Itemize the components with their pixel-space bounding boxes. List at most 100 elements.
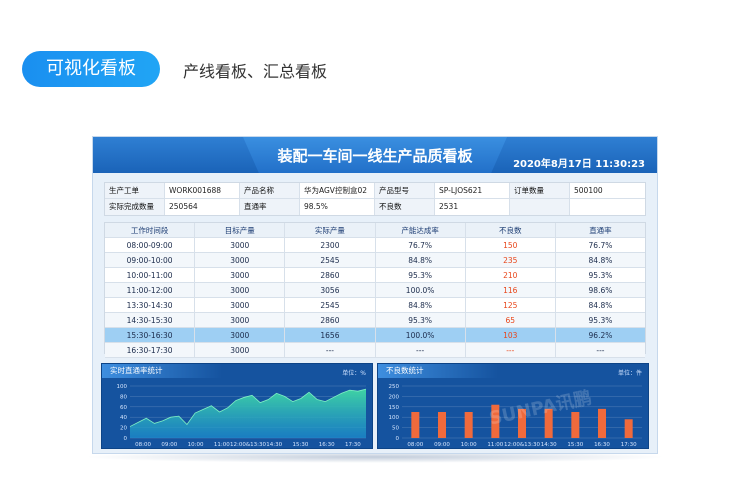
table-cell: 76.7%	[588, 241, 613, 250]
pass-rate-chart: 0 20 40 60 80 100 08:00 09:00 10:00 11:00 12:00&13…	[117, 384, 367, 448]
info-value: 500100	[574, 186, 603, 195]
table-row: 09:00-10:00 3000 2545 84.8% 235 84.8%	[105, 253, 645, 268]
info-label: 不良数	[375, 199, 435, 215]
table-row: 14:30-15:30 3000 2860 95.3% 65 95.3%	[105, 313, 645, 328]
defect-bar	[624, 419, 633, 438]
table-cell: 3000	[195, 298, 286, 312]
column-header: 工作时间段	[105, 223, 196, 237]
x-tick-label: 16:30	[319, 442, 335, 448]
table-cell: 2860	[285, 268, 376, 282]
table-cell: 2545	[285, 253, 376, 267]
table-cell: 14:30-15:30	[105, 313, 196, 327]
table-cell: 95.3%	[588, 271, 613, 280]
defect-bar	[464, 412, 473, 438]
table-cell: 3000	[195, 253, 286, 267]
table-row: 15:30-16:30 3000 1656 100.0% 103 96.2%	[105, 328, 645, 343]
table-cell: 76.7%	[376, 238, 466, 252]
table-cell: 100.0%	[376, 283, 466, 297]
table-cell: 2300	[285, 238, 376, 252]
table-cell: 100.0%	[376, 328, 466, 342]
table-cell: 116	[466, 283, 556, 297]
table-cell: 3000	[195, 283, 286, 297]
pass-rate-line	[129, 388, 367, 427]
pass-rate-area	[130, 389, 366, 438]
defect-unit: 单位：件	[617, 370, 642, 377]
y-tick-label: 150	[389, 405, 400, 411]
x-tick-label: 11:00	[214, 442, 230, 448]
x-tick-label: 08:00	[135, 442, 151, 448]
table-body: 08:00-09:00 3000 2300 76.7% 150 76.7% 09:00-10…	[105, 238, 645, 358]
info-empty	[570, 199, 645, 215]
y-tick-label: 40	[120, 415, 127, 421]
table-cell: 16:30-17:30	[105, 343, 196, 357]
table-cell: 11:00-12:00	[105, 283, 196, 297]
table-cell: 95.3%	[588, 316, 613, 325]
y-tick-label: 20	[120, 426, 127, 432]
table-cell: 125	[466, 298, 556, 312]
table-cell: 103	[466, 328, 556, 342]
y-tick-label: 200	[389, 394, 400, 400]
dashboard-frame: 装配一车间一线生产品质看板 2020年8月17日 11:30:23 生产工单 W…	[92, 136, 658, 454]
table-cell: 15:30-16:30	[105, 328, 196, 342]
info-value: 250564	[165, 199, 240, 215]
pass-rate-panel: 实时直通率统计 单位：% 0 20 40 60 80 100 08:00 09:00 10:00…	[101, 363, 373, 449]
table-row: 10:00-11:00 3000 2860 95.3% 210 95.3%	[105, 268, 645, 283]
table-cell: 65	[466, 313, 556, 327]
board-datetime: 2020年8月17日 11:30:23	[513, 159, 645, 170]
x-tick-label: 11:00	[487, 442, 503, 448]
table-cell: 09:00-10:00	[105, 253, 196, 267]
table-cell: 95.3%	[376, 313, 466, 327]
defect-bar	[518, 408, 526, 438]
table-cell: 3000	[195, 328, 286, 342]
x-tick-label: 14:30	[266, 442, 282, 448]
info-value: SP-LJOS621	[435, 183, 510, 198]
table-cell: 10:00-11:00	[105, 268, 196, 282]
table-cell: ---	[466, 343, 556, 357]
x-tick-label: 17:30	[345, 442, 361, 448]
table-cell: ---	[285, 343, 376, 357]
table-cell: 210	[466, 268, 556, 282]
x-tick-label: 14:30	[541, 442, 557, 448]
table-cell: 98.6%	[588, 286, 613, 295]
y-tick-label: 250	[389, 384, 400, 390]
column-header: 实际产量	[285, 223, 376, 237]
x-tick-label: 12:00&13:30	[230, 442, 266, 448]
defect-panel: 不良数统计 单位：件 0 50 100 150 200 250 08:00 09:00 10:0…	[377, 363, 649, 449]
table-cell: 235	[466, 253, 556, 267]
table-cell: 3000	[195, 313, 286, 327]
order-info: 生产工单 WORK001688 产品名称 华为AGV控制盒02 产品型号 SP-…	[104, 182, 646, 216]
table-row: 11:00-12:00 3000 3056 100.0% 116 98.6%	[105, 283, 645, 298]
table-cell: 84.8%	[376, 253, 466, 267]
x-tick-label: 09:00	[434, 442, 450, 448]
x-tick-label: 17:30	[621, 442, 637, 448]
column-header: 产能达成率	[376, 223, 466, 237]
section-badge: 可视化看板	[22, 51, 160, 87]
table-header: 工作时间段 目标产量 实际产量 产能达成率 不良数 直通率	[105, 223, 645, 238]
defect-bar	[411, 412, 420, 438]
table-cell: 96.2%	[588, 331, 613, 340]
pass-rate-unit: 单位：%	[342, 370, 366, 377]
info-label: 生产工单	[105, 183, 165, 198]
y-tick-label: 0	[396, 436, 400, 442]
info-row: 实际完成数量 250564 直通率 98.5% 不良数 2531	[105, 199, 645, 215]
pass-rate-title: 实时直通率统计	[102, 364, 222, 378]
x-tick-label: 16:30	[594, 442, 610, 448]
defect-bar	[491, 404, 500, 438]
x-tick-label: 15:30	[293, 442, 309, 448]
table-cell: 95.3%	[376, 268, 466, 282]
table-cell: 08:00-09:00	[105, 238, 196, 252]
x-tick-label: 08:00	[407, 442, 423, 448]
x-tick-label: 10:00	[188, 442, 204, 448]
production-table: 工作时间段 目标产量 实际产量 产能达成率 不良数 直通率 08:00-09:0…	[104, 222, 646, 358]
table-row: 16:30-17:30 3000 --- --- --- ---	[105, 343, 645, 358]
info-value: 华为AGV控制盒02	[300, 183, 375, 198]
table-cell: ---	[376, 343, 466, 357]
defect-chart: 0 50 100 150 200 250 08:00 09:00 10:00 11:00 12:00…	[389, 384, 642, 448]
y-tick-label: 100	[117, 384, 128, 390]
defect-bar	[571, 412, 580, 438]
y-tick-label: 0	[124, 436, 128, 442]
frame-shadow	[82, 451, 668, 463]
table-cell: 3056	[285, 283, 376, 297]
table-row: 13:30-14:30 3000 2545 84.8% 125 84.8%	[105, 298, 645, 313]
table-cell: 2860	[285, 313, 376, 327]
